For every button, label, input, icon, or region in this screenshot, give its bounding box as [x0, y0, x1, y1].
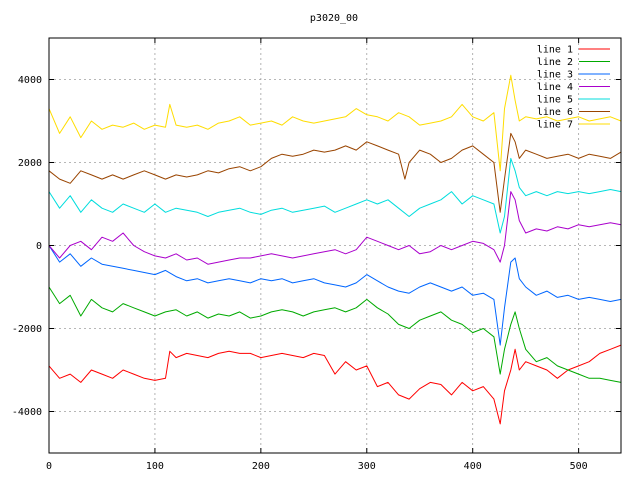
- y-tick-label: 4000: [18, 75, 42, 86]
- series-line-6: [48, 132, 622, 213]
- y-tick-label: -4000: [12, 407, 42, 418]
- legend-label: line 2: [537, 57, 573, 68]
- x-tick-label: 100: [146, 461, 164, 472]
- legend-label: line 6: [537, 107, 573, 118]
- legend-label: line 4: [537, 82, 573, 93]
- x-tick-label: 200: [252, 461, 270, 472]
- series-line-4: [48, 191, 622, 265]
- x-tick-label: 400: [464, 461, 482, 472]
- legend-label: line 7: [537, 120, 573, 131]
- legend-label: line 3: [537, 70, 573, 81]
- axis-ticks: 0 100 200 300 400 500 -4000 -2000 0 2000 4000: [12, 38, 621, 472]
- legend-label: line 1: [537, 45, 573, 56]
- y-tick-label: 0: [36, 241, 42, 252]
- series-line-3: [48, 245, 622, 346]
- series-line-2: [48, 286, 622, 383]
- series-line-5: [48, 157, 622, 234]
- x-tick-label: 500: [570, 461, 588, 472]
- chart-title: p3020_00: [310, 13, 358, 24]
- series-line-1: [48, 344, 622, 425]
- legend-label: line 5: [537, 95, 573, 106]
- y-tick-label: 2000: [18, 158, 42, 169]
- series-line-7: [48, 74, 622, 172]
- x-tick-label: 0: [46, 461, 52, 472]
- series-layer: [48, 74, 622, 425]
- y-tick-label: -2000: [12, 324, 42, 335]
- x-tick-label: 300: [358, 461, 376, 472]
